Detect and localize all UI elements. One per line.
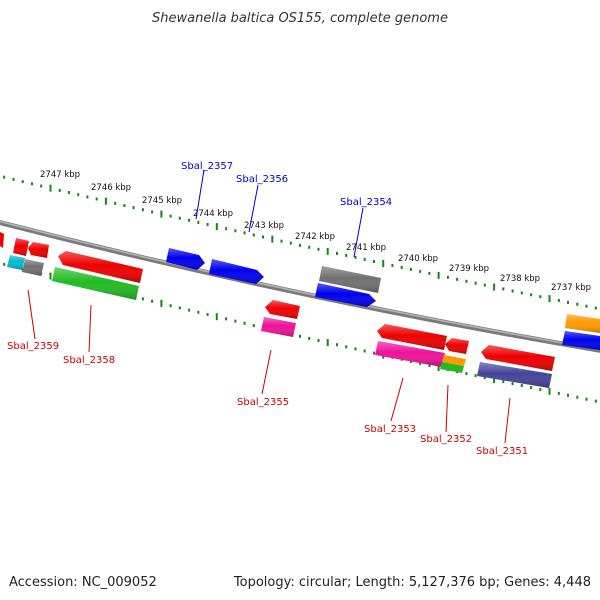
genes-forward-strand xyxy=(0,232,600,350)
gene-label-sbal-2359[interactable]: Sbal_2359 xyxy=(7,341,59,352)
scale-label: 2738 kbp xyxy=(500,274,540,284)
gene-arrow-shade xyxy=(58,251,143,283)
callout-line-sbal-2356 xyxy=(248,184,259,233)
gene-arrow-shade xyxy=(481,345,555,371)
gene-arrow-shade xyxy=(375,341,445,367)
genome-summary-text: Topology: circular; Length: 5,127,376 bp… xyxy=(233,575,591,590)
scale-label: 2741 kbp xyxy=(346,243,386,253)
gene-arrow[interactable] xyxy=(0,232,4,248)
gene-arrow-shade xyxy=(209,259,264,284)
callout-line-sbal-2351 xyxy=(504,397,511,444)
gene-label-sbal-2352[interactable]: Sbal_2352 xyxy=(420,434,472,445)
gene-arrow[interactable] xyxy=(440,362,464,373)
gene-arrow-shade xyxy=(52,267,139,300)
scale-label: 2743 kbp xyxy=(244,221,284,231)
callout-lines xyxy=(27,169,511,444)
gene-arrow-shade xyxy=(319,266,381,293)
scale-label: 2737 kbp xyxy=(551,283,591,293)
gene-arrow-shade xyxy=(22,259,44,276)
scale-label: 2742 kbp xyxy=(295,232,335,242)
callout-line-sbal-2359 xyxy=(27,289,36,340)
callout-line-sbal-2357 xyxy=(195,169,205,220)
gene-labels: Sbal_2357 Sbal_2356 Sbal_2354 Sbal_2359 … xyxy=(7,161,528,457)
scale-label: 2739 kbp xyxy=(449,264,489,274)
gene-arrow-shade xyxy=(261,317,296,337)
gene-arrow-shade xyxy=(445,338,469,354)
gene-label-sbal-2355[interactable]: Sbal_2355 xyxy=(237,397,289,408)
scale-label: 2740 kbp xyxy=(398,254,438,264)
genes-reverse-strand xyxy=(261,300,555,388)
gene-label-sbal-2351[interactable]: Sbal_2351 xyxy=(476,446,528,457)
callout-line-sbal-2353 xyxy=(390,377,404,422)
accession-text: Accession: NC_009052 xyxy=(9,575,157,590)
gene-arrow-shade xyxy=(265,300,300,319)
callout-line-sbal-2354 xyxy=(353,207,364,258)
gene-arrow-shade xyxy=(477,362,552,388)
gene-arrow-shade xyxy=(166,248,205,270)
gene-arrow-shade xyxy=(7,255,25,270)
gene-arrow[interactable] xyxy=(442,355,466,366)
scale-label: 2746 kbp xyxy=(91,183,131,193)
genome-backbone-highlight xyxy=(0,220,600,351)
scale-label: 2745 kbp xyxy=(142,196,182,206)
scale-label: 2747 kbp xyxy=(40,170,80,180)
callout-line-sbal-2355 xyxy=(261,349,272,395)
callout-line-sbal-2352 xyxy=(445,384,449,433)
map-title: Shewanella baltica OS155, complete genom… xyxy=(152,11,448,26)
gene-label-sbal-2358[interactable]: Sbal_2358 xyxy=(63,355,115,366)
gene-label-sbal-2356[interactable]: Sbal_2356 xyxy=(236,174,288,185)
gene-label-sbal-2354[interactable]: Sbal_2354 xyxy=(340,197,392,208)
outer-scale-ticks xyxy=(3,175,597,310)
gene-arrow-shade xyxy=(13,238,29,256)
scale-labels: 2747 kbp 2746 kbp 2745 kbp 2744 kbp 2743… xyxy=(40,170,591,293)
gene-arrow-shade xyxy=(562,331,600,350)
gene-arrow-shade xyxy=(565,314,600,333)
gene-arrow-shade xyxy=(377,324,447,350)
gene-label-sbal-2357[interactable]: Sbal_2357 xyxy=(181,161,233,172)
gene-label-sbal-2353[interactable]: Sbal_2353 xyxy=(364,424,416,435)
callout-line-sbal-2358 xyxy=(88,304,92,353)
genome-backbone xyxy=(0,219,600,353)
gene-arrow-shade xyxy=(28,242,49,258)
gene-arrow-shade xyxy=(315,283,376,307)
scale-label: 2744 kbp xyxy=(193,209,233,219)
